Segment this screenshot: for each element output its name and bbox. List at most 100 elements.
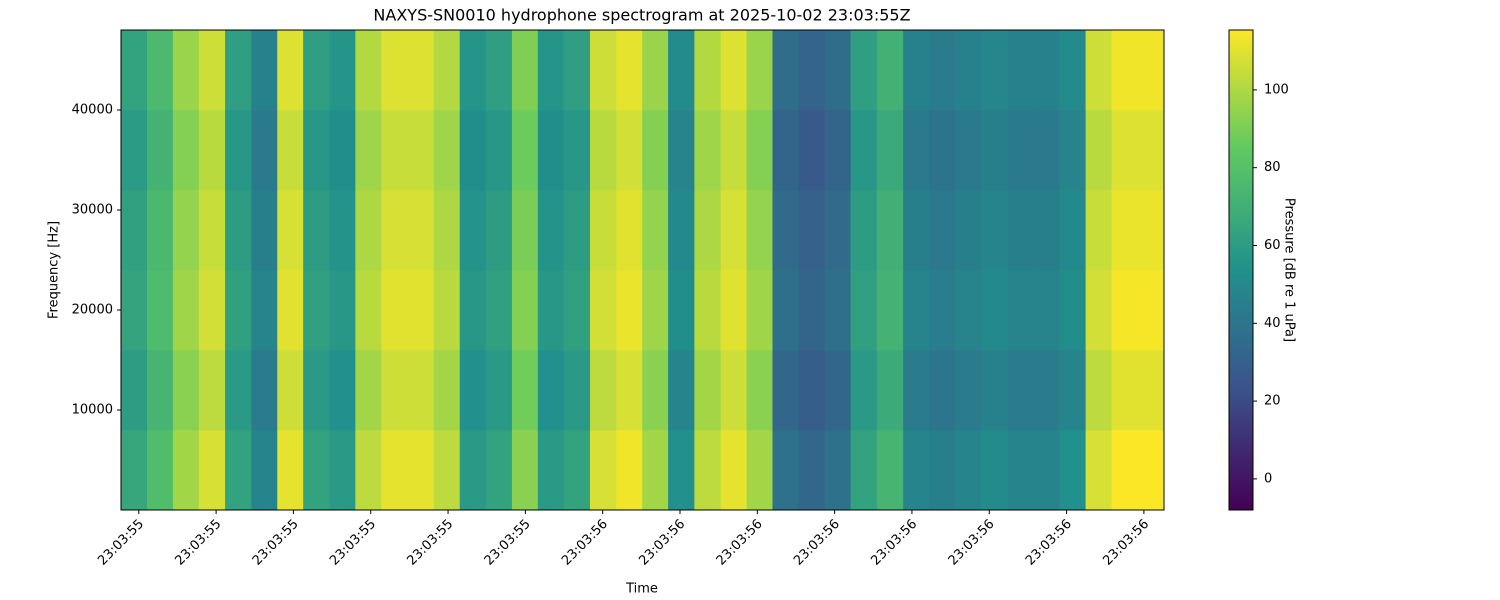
y-tick-label: 20000 — [72, 303, 113, 318]
heatmap-cell — [172, 109, 200, 191]
chart-title: NAXYS-SN0010 hydrophone spectrogram at 2… — [373, 6, 910, 25]
heatmap-cell — [146, 109, 174, 191]
heatmap-cell — [642, 429, 669, 510]
heatmap-cell — [772, 429, 800, 510]
heatmap-cell — [876, 429, 904, 510]
heatmap-cell — [407, 349, 435, 431]
heatmap-cell — [485, 109, 513, 191]
heatmap-cell — [1007, 109, 1035, 191]
heatmap-cell — [511, 429, 539, 510]
heatmap-cell — [590, 429, 617, 510]
heatmap-cell — [642, 349, 669, 431]
heatmap-cell — [746, 269, 774, 351]
heatmap-cell — [537, 269, 565, 351]
heatmap-cell — [981, 189, 1009, 271]
heatmap-cell — [954, 189, 982, 271]
heatmap-cell — [1059, 109, 1087, 191]
heatmap-cell — [850, 189, 878, 271]
heatmap-cell — [981, 109, 1009, 191]
heatmap-cell — [876, 189, 904, 271]
heatmap-cell — [381, 109, 409, 191]
heatmap-cell — [1059, 429, 1087, 510]
heatmap-cell — [355, 189, 382, 271]
heatmap-cell — [903, 269, 930, 351]
heatmap-cell — [198, 189, 226, 271]
heatmap-cell — [694, 269, 722, 351]
heatmap-cell — [303, 349, 331, 431]
heatmap-cell — [225, 109, 252, 191]
heatmap-cell — [198, 109, 226, 191]
colorbar-tick-label: 40 — [1264, 316, 1281, 331]
heatmap-cell — [121, 189, 148, 271]
heatmap-cell — [903, 109, 930, 191]
heatmap-cell — [772, 189, 800, 271]
heatmap-cell — [694, 429, 722, 510]
heatmap-cell — [251, 189, 278, 271]
heatmap-cell — [146, 429, 174, 510]
heatmap-cell — [511, 30, 539, 111]
heatmap-cell — [1033, 109, 1060, 191]
heatmap-cell — [850, 109, 878, 191]
heatmap-cell — [876, 30, 904, 111]
heatmap-cell — [172, 189, 200, 271]
heatmap-cell — [485, 269, 513, 351]
heatmap-cell — [642, 109, 669, 191]
x-tick-label: 23:03:56 — [636, 517, 688, 569]
heatmap-cell — [485, 429, 513, 510]
heatmap-cell — [198, 269, 226, 351]
heatmap-cell — [303, 269, 331, 351]
heatmap-cell — [954, 429, 982, 510]
heatmap-cell — [824, 30, 852, 111]
heatmap-cell — [1059, 189, 1087, 271]
heatmap-cell — [642, 269, 669, 351]
heatmap-cell — [954, 349, 982, 431]
heatmap-cell — [1137, 269, 1164, 351]
heatmap-cell — [433, 109, 461, 191]
heatmap-cell — [225, 189, 252, 271]
heatmap-cell — [824, 349, 852, 431]
heatmap-cell — [590, 109, 617, 191]
heatmap-cell — [303, 30, 331, 111]
heatmap-cell — [616, 189, 643, 271]
heatmap-cell — [459, 429, 487, 510]
heatmap-cell — [642, 189, 669, 271]
heatmap-cell — [485, 30, 513, 111]
heatmap-cell — [329, 189, 356, 271]
heatmap-cell — [903, 30, 930, 111]
heatmap-cell — [1007, 269, 1035, 351]
heatmap-cell — [329, 349, 356, 431]
heatmap-cell — [772, 109, 800, 191]
heatmap-cell — [746, 30, 774, 111]
x-tick-label: 23:03:55 — [404, 517, 456, 569]
heatmap-cell — [459, 109, 487, 191]
heatmap-cell — [1007, 30, 1035, 111]
heatmap-cell — [1007, 429, 1035, 510]
heatmap-cell — [225, 269, 252, 351]
heatmap-cell — [251, 109, 278, 191]
heatmap-cell — [537, 189, 565, 271]
heatmap — [121, 30, 1164, 510]
heatmap-cell — [694, 30, 722, 111]
heatmap-cell — [433, 30, 461, 111]
heatmap-cell — [563, 349, 591, 431]
heatmap-cell — [433, 269, 461, 351]
heatmap-cell — [277, 429, 304, 510]
heatmap-cell — [563, 109, 591, 191]
heatmap-cell — [459, 269, 487, 351]
heatmap-cell — [485, 349, 513, 431]
heatmap-cell — [720, 30, 748, 111]
heatmap-cell — [981, 30, 1009, 111]
heatmap-cell — [172, 30, 200, 111]
heatmap-cell — [146, 269, 174, 351]
heatmap-cell — [1111, 269, 1139, 351]
heatmap-cell — [929, 349, 956, 431]
x-tick-label: 23:03:56 — [1023, 517, 1075, 569]
heatmap-cell — [1085, 189, 1113, 271]
heatmap-cell — [121, 429, 148, 510]
heatmap-cell — [798, 429, 826, 510]
heatmap-cell — [1033, 30, 1060, 111]
heatmap-cell — [850, 349, 878, 431]
heatmap-cell — [251, 349, 278, 431]
heatmap-cell — [407, 189, 435, 271]
